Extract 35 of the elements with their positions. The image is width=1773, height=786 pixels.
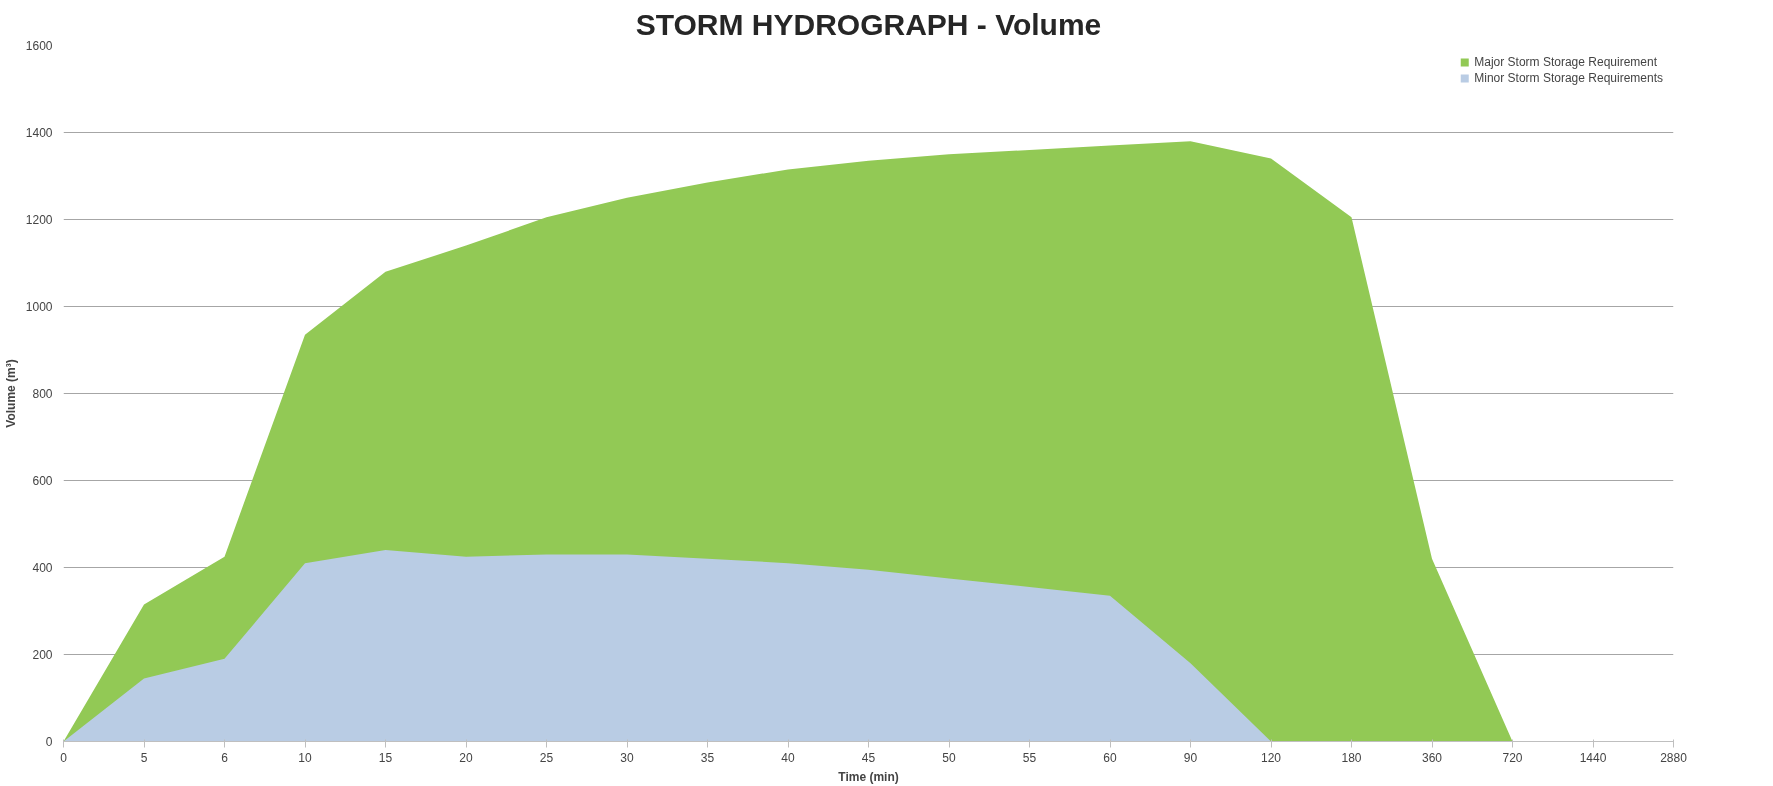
y-tick-label: 1400 bbox=[25, 126, 53, 140]
x-tick-label: 120 bbox=[1260, 750, 1282, 765]
y-tick-label: 1600 bbox=[25, 39, 53, 53]
x-tick-label: 720 bbox=[1502, 750, 1523, 765]
y-tick-label: 1000 bbox=[25, 300, 53, 314]
x-tick-label: 55 bbox=[1022, 750, 1037, 765]
y-tick-label: 600 bbox=[32, 474, 53, 488]
x-tick-label: 60 bbox=[1103, 750, 1117, 765]
x-tick-label: 30 bbox=[620, 750, 634, 765]
x-tick-label: 35 bbox=[700, 750, 715, 765]
legend-label: Major Storm Storage Requirement bbox=[1474, 55, 1657, 69]
y-tick-label: 200 bbox=[32, 648, 53, 662]
x-tick-label: 360 bbox=[1421, 750, 1443, 765]
y-axis-title: Volume (m³) bbox=[3, 359, 18, 428]
legend-label: Minor Storm Storage Requirements bbox=[1474, 71, 1663, 85]
y-tick-label: 400 bbox=[32, 561, 53, 575]
x-tick-label: 180 bbox=[1341, 750, 1362, 765]
x-tick-label: 6 bbox=[221, 750, 229, 765]
x-tick-label: 25 bbox=[539, 750, 554, 765]
x-tick-label: 90 bbox=[1183, 750, 1198, 765]
y-tick-label: 1200 bbox=[25, 213, 53, 227]
x-tick-label: 10 bbox=[298, 750, 312, 765]
x-tick-label: 45 bbox=[861, 750, 876, 765]
x-tick-label: 15 bbox=[378, 750, 393, 765]
x-axis-title: Time (min) bbox=[838, 769, 899, 784]
y-tick-label: 0 bbox=[45, 735, 53, 749]
x-tick-label: 50 bbox=[942, 750, 956, 765]
x-tick-label: 0 bbox=[60, 750, 68, 765]
y-tick-label: 800 bbox=[32, 387, 53, 401]
chart-title: STORM HYDROGRAPH - Volume bbox=[635, 7, 1102, 41]
x-tick-label: 1440 bbox=[1579, 750, 1607, 765]
x-tick-label: 40 bbox=[781, 750, 795, 765]
x-tick-label: 5 bbox=[140, 750, 148, 765]
x-tick-label: 2880 bbox=[1660, 750, 1688, 765]
x-tick-label: 20 bbox=[459, 750, 473, 765]
